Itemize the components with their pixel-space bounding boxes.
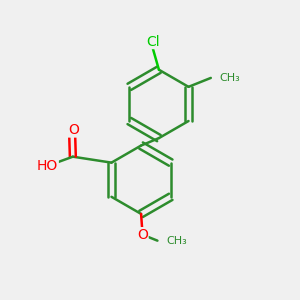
Text: Cl: Cl xyxy=(146,34,160,49)
Text: HO: HO xyxy=(37,159,58,172)
Text: CH₃: CH₃ xyxy=(166,236,187,246)
Text: CH₃: CH₃ xyxy=(220,73,241,83)
Text: O: O xyxy=(137,228,148,242)
Text: O: O xyxy=(68,123,79,137)
